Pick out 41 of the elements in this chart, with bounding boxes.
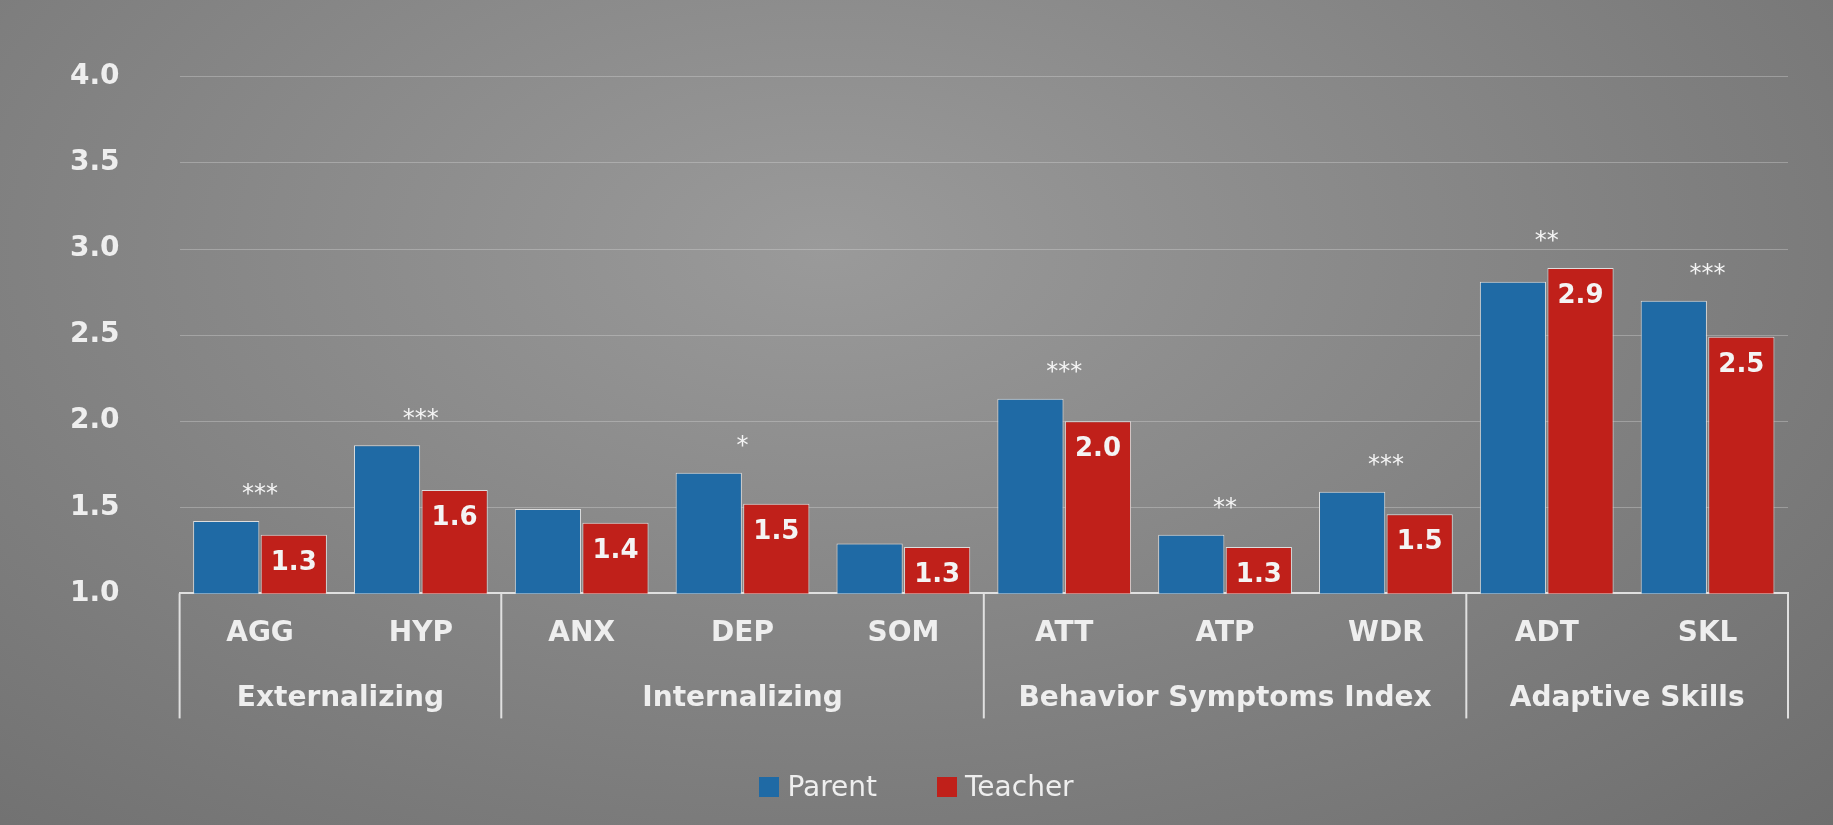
y-tick-label: 2.0	[69, 402, 120, 436]
annotation: Adaptive Skills	[1509, 679, 1745, 713]
annotation: *	[736, 431, 749, 460]
annotation: ***	[1367, 450, 1404, 479]
data-label: 1.4	[592, 533, 639, 564]
x-tick-label: ANX	[548, 615, 616, 649]
y-tick-label: 2.5	[69, 316, 120, 350]
data-label: 1.5	[1396, 524, 1443, 555]
annotation: Internalizing	[642, 679, 843, 713]
annotation: ***	[1046, 357, 1083, 386]
x-tick-label: ADT	[1514, 615, 1579, 649]
y-tick-label: 1.0	[69, 574, 120, 608]
legend-label: Parent	[787, 770, 878, 803]
y-tick-label: 1.5	[69, 488, 120, 522]
annotation: Externalizing	[236, 679, 445, 713]
x-tick-label: ATP	[1195, 615, 1255, 649]
data-label: 2.0	[1074, 431, 1122, 462]
annotation: Behavior Symptoms Index	[1018, 679, 1432, 713]
x-tick-label: SOM	[867, 615, 940, 649]
annotation: ***	[402, 403, 439, 432]
y-tick-label: 3.0	[69, 230, 120, 264]
annotation: ***	[1689, 258, 1726, 287]
x-tick-label: HYP	[388, 615, 453, 649]
data-label: 2.9	[1557, 278, 1604, 309]
annotation: ***	[242, 479, 279, 508]
y-tick-label: 4.0	[69, 58, 120, 92]
data-label: 1.3	[270, 545, 317, 576]
x-tick-label: WDR	[1348, 615, 1424, 649]
x-tick-label: ATT	[1035, 615, 1094, 649]
data-label: 1.6	[431, 500, 478, 531]
annotation: **	[1534, 226, 1559, 255]
x-tick-label: AGG	[226, 615, 294, 649]
data-label: 2.5	[1718, 347, 1765, 378]
x-tick-label: DEP	[711, 615, 774, 649]
data-label: 1.5	[753, 514, 800, 545]
y-tick-label: 3.5	[69, 144, 120, 178]
data-label: 1.3	[914, 557, 961, 588]
legend-label: Teacher	[965, 770, 1074, 803]
data-label: 1.3	[1235, 557, 1282, 588]
annotation: **	[1213, 493, 1238, 522]
x-tick-label: SKL	[1677, 615, 1738, 649]
